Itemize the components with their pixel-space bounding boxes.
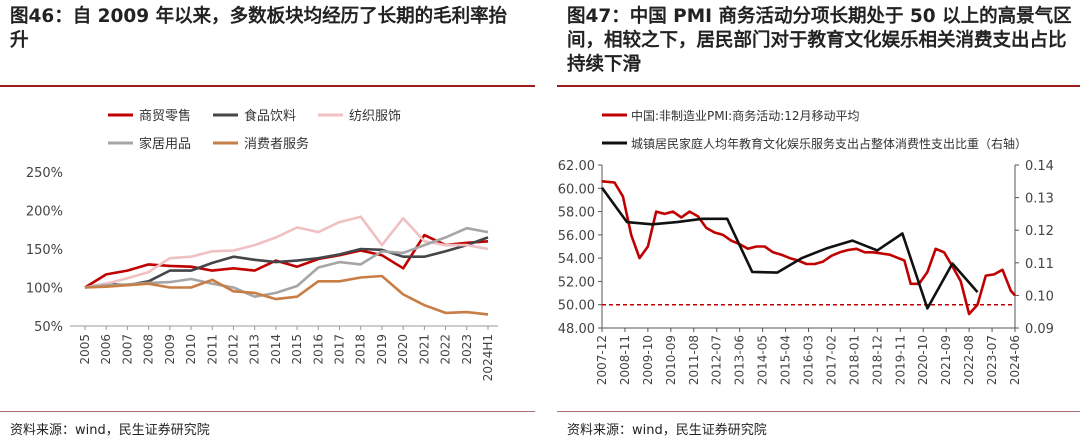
x-tick-label: 2005 <box>78 334 92 365</box>
legend-label-series-4: 消费者服务 <box>244 136 309 152</box>
x-tick-label: 2022-08 <box>962 335 976 385</box>
right-y-tick-label: 0.10 <box>1025 289 1054 304</box>
x-tick-label: 2012 <box>226 334 240 365</box>
line-series-1 <box>84 236 489 289</box>
x-tick-label: 2009 <box>163 334 177 365</box>
x-tick-label: 2015 <box>290 334 304 365</box>
y-tick-label: 150% <box>26 243 63 258</box>
x-tick-label: 2013 <box>248 334 262 365</box>
x-tick-label: 2017 <box>333 334 347 365</box>
line-series-3 <box>84 226 489 298</box>
left-y-tick-label: 48.00 <box>558 322 595 337</box>
right-y-tick-label: 0.09 <box>1025 322 1054 337</box>
right-y-tick-label: 0.11 <box>1025 257 1054 272</box>
x-tick-label: 2011-08 <box>687 335 701 385</box>
x-tick-label: 2008 <box>142 334 156 365</box>
left-source-note: 资料来源：wind，民生证券研究院 <box>10 423 210 438</box>
right-chart-panel: 图47：中国 PMI 商务活动分项长期处于 50 以上的高景气区间，相较之下，居… <box>557 0 1080 442</box>
x-tick-label: 2007 <box>120 334 134 365</box>
left-y-tick-label: 52.00 <box>558 275 595 290</box>
x-tick-label: 2020 <box>396 334 410 365</box>
left-title-rule <box>0 85 535 87</box>
x-tick-label: 2011 <box>205 334 219 365</box>
right-y-tick-label: 0.14 <box>1025 159 1054 174</box>
right-chart-title: 图47：中国 PMI 商务活动分项长期处于 50 以上的高景气区间，相较之下，居… <box>567 6 1072 75</box>
x-tick-label: 2021 <box>417 334 431 365</box>
x-tick-label: 2018-12 <box>870 335 884 385</box>
line-series-0 <box>84 233 489 289</box>
left-chart-title: 图46：自 2009 年以来，多数板块均经历了长期的毛利率抬升 <box>10 6 508 51</box>
legend-label-series-0: 中国:非制造业PMI:商务活动:12月移动平均 <box>631 108 860 123</box>
y-tick-label: 250% <box>26 166 63 181</box>
line-series-2 <box>84 215 489 289</box>
legend-label-series-1: 食品饮料 <box>244 108 296 124</box>
x-tick-label: 2010-09 <box>664 335 678 385</box>
x-tick-label: 2014 <box>269 334 283 365</box>
legend-label-series-2: 纺织服饰 <box>349 109 401 124</box>
x-tick-label: 2019-11 <box>893 335 907 385</box>
x-tick-label: 2006 <box>99 334 113 365</box>
left-y-tick-label: 58.00 <box>558 206 595 221</box>
x-tick-label: 2024-06 <box>1008 335 1022 385</box>
right-title-rule <box>557 85 1080 87</box>
legend-label-series-0: 商贸零售 <box>139 108 191 124</box>
x-tick-label: 2018 <box>354 334 368 365</box>
x-tick-label: 2009-10 <box>641 335 655 385</box>
x-tick-label: 2013-06 <box>733 335 747 385</box>
x-tick-label: 2008-11 <box>618 335 632 385</box>
right-y-tick-label: 0.12 <box>1025 224 1054 239</box>
y-tick-label: 100% <box>26 282 63 297</box>
right-source-note: 资料来源：wind，民生证券研究院 <box>567 423 767 438</box>
x-tick-label: 2012-07 <box>710 335 724 385</box>
line-series-4 <box>84 274 489 316</box>
x-tick-label: 2010 <box>184 334 198 365</box>
left-y-tick-label: 60.00 <box>558 182 595 197</box>
line-series-0 <box>601 180 1016 316</box>
x-tick-label: 2018-01 <box>847 335 861 385</box>
x-tick-label: 2014-05 <box>756 335 770 385</box>
left-chart-panel: 图46：自 2009 年以来，多数板块均经历了长期的毛利率抬升 商贸零售 食品饮料… <box>0 0 535 442</box>
left-y-tick-label: 56.00 <box>558 229 595 244</box>
legend-label-series-3: 家居用品 <box>139 136 191 152</box>
x-tick-label: 2023 <box>460 334 474 365</box>
x-tick-label: 2021-09 <box>939 335 953 385</box>
x-tick-label: 2015-04 <box>779 335 793 385</box>
right-line-chart: 中国:非制造业PMI:商务活动:12月移动平均城镇居民家庭人均年教育文化娱乐服务… <box>558 108 1054 385</box>
right-y-tick-label: 0.13 <box>1025 192 1054 207</box>
x-tick-label: 2020-10 <box>916 335 930 385</box>
x-tick-label: 2007-12 <box>595 335 609 385</box>
left-y-tick-label: 62.00 <box>558 159 595 174</box>
line-series-1 <box>600 187 979 310</box>
x-tick-label: 2017-02 <box>824 335 838 385</box>
legend-label-series-1: 城镇居民家庭人均年教育文化娱乐服务支出占整体消费性支出比重（右轴） <box>631 136 1027 151</box>
x-tick-label: 2016-03 <box>802 335 816 385</box>
x-tick-label: 2023-07 <box>985 335 999 385</box>
left-y-tick-label: 54.00 <box>558 252 595 267</box>
x-tick-label: 2022 <box>439 334 453 365</box>
x-tick-label: 2019 <box>375 334 389 365</box>
x-tick-label: 2016 <box>311 334 325 365</box>
y-tick-label: 50% <box>34 320 63 335</box>
x-tick-label: 2024H1 <box>481 334 495 381</box>
y-tick-label: 200% <box>26 205 63 220</box>
left-y-tick-label: 50.00 <box>558 299 595 314</box>
left-source-rule <box>0 411 535 412</box>
right-source-rule <box>557 411 1080 412</box>
